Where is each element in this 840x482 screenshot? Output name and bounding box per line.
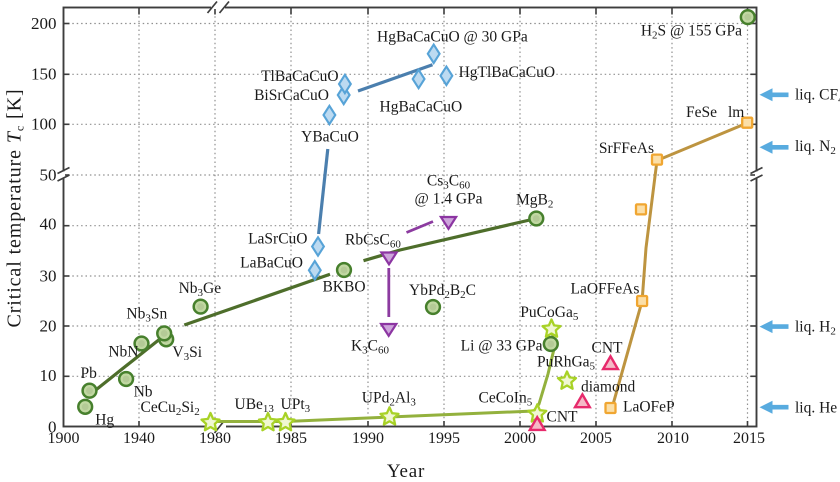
svg-text:1995: 1995 (428, 430, 460, 447)
svg-text:LaBaCuO: LaBaCuO (240, 255, 303, 272)
svg-text:Li @ 33 GPa: Li @ 33 GPa (461, 338, 543, 355)
svg-text:UPt3​: UPt3​ (281, 396, 311, 415)
svg-text:150: 150 (31, 65, 57, 84)
svg-text:lm: lm (728, 104, 744, 121)
svg-text:@ 1.4 GPa: @ 1.4 GPa (414, 191, 482, 208)
svg-text:CNT: CNT (547, 409, 579, 426)
svg-text:HgTlBaCaCuO: HgTlBaCaCuO (459, 64, 555, 81)
svg-text:50: 50 (40, 165, 57, 184)
svg-text:40: 40 (40, 215, 57, 234)
svg-text:Hg: Hg (95, 412, 114, 429)
svg-text:SrFFeAs: SrFFeAs (599, 140, 654, 157)
svg-text:MgB2​: MgB2​ (516, 192, 553, 211)
svg-text:Nb: Nb (134, 384, 153, 401)
svg-text:UPd2​Al3​: UPd2​Al3​ (362, 390, 417, 409)
svg-text:HgBaCaCuO: HgBaCaCuO (380, 99, 463, 116)
svg-text:Year: Year (387, 461, 425, 477)
svg-text:2010: 2010 (657, 430, 689, 447)
svg-text:20: 20 (40, 317, 57, 336)
svg-text:1900: 1900 (48, 430, 80, 447)
svg-text:Nb3​Ge: Nb3​Ge (179, 280, 222, 299)
svg-text:200: 200 (31, 14, 57, 33)
svg-text:1980: 1980 (199, 430, 231, 447)
svg-text:HgBaCaCuO @ 30 GPa: HgBaCaCuO @ 30 GPa (377, 29, 528, 46)
svg-text:Nb3​Sn: Nb3​Sn (126, 306, 167, 325)
svg-text:V3​Si: V3​Si (172, 344, 202, 363)
svg-text:Critical temperature Tc​ [K]: Critical temperature Tc​ [K] (4, 88, 27, 327)
svg-text:H2​S @ 155 GPa: H2​S @ 155 GPa (641, 23, 742, 42)
svg-text:TlBaCaCuO: TlBaCaCuO (261, 68, 339, 85)
svg-text:Pb: Pb (81, 365, 98, 382)
svg-text:YbPd2​B2​C: YbPd2​B2​C (409, 282, 476, 301)
svg-text:liq. He: liq. He (795, 400, 837, 417)
svg-text:100: 100 (31, 115, 57, 134)
svg-text:1990: 1990 (352, 430, 384, 447)
svg-text:2005: 2005 (580, 430, 612, 447)
svg-text:2015: 2015 (733, 430, 765, 447)
svg-text:1985: 1985 (275, 430, 307, 447)
svg-text:NbN: NbN (108, 344, 138, 361)
svg-text:CeCu2​Si2​: CeCu2​Si2​ (141, 399, 200, 418)
svg-text:LaSrCuO: LaSrCuO (248, 231, 307, 248)
svg-text:YBaCuO: YBaCuO (301, 129, 359, 146)
svg-text:LaOFeP: LaOFeP (623, 399, 675, 416)
svg-text:CNT: CNT (592, 340, 624, 357)
svg-text:liq. N2​: liq. N2​ (795, 138, 836, 157)
svg-text:BKBO: BKBO (322, 279, 365, 296)
svg-text:PuRhGa5​: PuRhGa5​ (537, 354, 596, 373)
svg-text:10: 10 (40, 366, 57, 385)
svg-text:RbCsC60​: RbCsC60​ (345, 232, 401, 251)
svg-text:0: 0 (48, 418, 57, 437)
svg-text:30: 30 (40, 267, 57, 286)
svg-text:liq. H2​: liq. H2​ (795, 319, 836, 338)
svg-text:BiSrCaCuO: BiSrCaCuO (254, 87, 329, 104)
svg-text:FeSe: FeSe (686, 104, 717, 121)
svg-text:diamond: diamond (581, 379, 635, 396)
svg-text:1940: 1940 (123, 430, 155, 447)
svg-text:CeCoIn5​: CeCoIn5​ (479, 390, 533, 409)
svg-text:liq. CF4​: liq. CF4​ (795, 87, 840, 106)
svg-text:PuCoGa5​: PuCoGa5​ (520, 304, 579, 323)
svg-text:2000: 2000 (504, 430, 536, 447)
svg-text:LaOFFeAs: LaOFFeAs (571, 281, 640, 298)
